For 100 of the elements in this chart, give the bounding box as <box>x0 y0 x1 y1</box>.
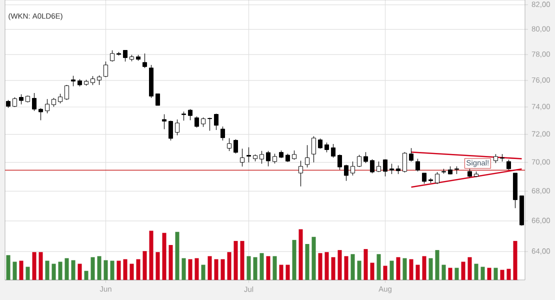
bar <box>506 268 511 280</box>
bar <box>45 260 50 280</box>
candlestick <box>311 136 316 163</box>
bar <box>84 270 88 280</box>
bar <box>38 252 43 280</box>
candlestick <box>370 158 375 174</box>
bar <box>324 252 329 280</box>
bar <box>370 262 374 280</box>
bar <box>350 254 355 280</box>
candlestick <box>142 53 148 68</box>
bar <box>156 252 160 280</box>
bar <box>428 258 433 280</box>
bar <box>390 260 394 280</box>
bar <box>272 256 277 280</box>
candlestick <box>174 119 180 136</box>
bar <box>188 259 192 280</box>
candlestick <box>337 154 342 170</box>
candlestick <box>246 146 252 163</box>
candlestick <box>96 75 102 86</box>
bar <box>416 264 420 280</box>
candlestick <box>350 161 356 176</box>
candlestick <box>324 142 330 153</box>
candlestick <box>382 158 388 177</box>
bar <box>487 268 492 280</box>
bar <box>422 256 426 280</box>
candlestick <box>434 172 440 184</box>
bar <box>338 250 342 280</box>
candlestick <box>194 116 200 128</box>
bar <box>19 260 24 280</box>
bar <box>409 259 414 280</box>
candlestick <box>422 172 427 184</box>
candlestick <box>70 75 76 87</box>
bar <box>376 254 381 280</box>
bar <box>266 256 270 280</box>
bar <box>500 270 504 280</box>
bar <box>110 260 114 280</box>
bar <box>448 268 452 280</box>
candlestick <box>214 113 219 130</box>
bar <box>58 262 62 280</box>
candlestick <box>344 164 349 182</box>
candlestick <box>38 108 44 121</box>
bar <box>305 244 310 280</box>
bar <box>253 257 258 280</box>
candlestick <box>162 114 167 130</box>
candlestick <box>200 117 206 128</box>
bar <box>162 232 166 280</box>
candlestick <box>259 150 264 164</box>
candlestick <box>19 94 24 105</box>
bar <box>402 258 407 280</box>
candlestick <box>103 61 108 78</box>
bar <box>194 258 199 280</box>
candlestick <box>226 138 232 152</box>
candlestick <box>90 76 96 86</box>
bar <box>6 255 10 280</box>
bar <box>175 232 180 280</box>
candlestick <box>44 98 50 114</box>
candlestick <box>266 150 271 167</box>
bar <box>90 257 95 280</box>
bar <box>130 264 134 280</box>
candlestick <box>155 93 160 106</box>
bar <box>182 258 186 280</box>
candlestick <box>363 152 368 164</box>
bar <box>52 264 56 280</box>
bar <box>468 257 472 280</box>
bar <box>240 240 244 280</box>
candlestick <box>32 92 37 112</box>
bar <box>357 260 362 280</box>
bar <box>64 258 69 280</box>
bar <box>383 266 388 280</box>
bar <box>142 251 147 280</box>
bar <box>331 257 336 280</box>
candlestick <box>188 108 193 121</box>
candlestick <box>220 126 226 141</box>
candlestick <box>168 120 174 141</box>
bar <box>26 266 30 280</box>
candlestick <box>356 154 362 168</box>
bar <box>292 240 296 280</box>
bar <box>214 259 218 280</box>
bar <box>201 264 206 280</box>
bar <box>260 253 264 280</box>
bar <box>494 268 498 280</box>
bar <box>279 264 284 280</box>
bar <box>312 236 316 280</box>
bar <box>454 268 459 280</box>
bar <box>168 245 173 280</box>
candlestick <box>389 163 394 174</box>
bar <box>513 240 518 280</box>
candlestick <box>64 84 70 100</box>
bar <box>286 264 290 280</box>
bar <box>104 260 108 280</box>
bar <box>435 250 440 280</box>
bar <box>318 253 322 280</box>
candlestick <box>240 148 245 167</box>
candlestick <box>272 153 278 164</box>
bar <box>123 259 128 280</box>
candlestick <box>304 144 310 168</box>
candlestick <box>207 117 212 132</box>
bar <box>78 264 82 280</box>
candlestick <box>12 96 18 108</box>
candlestick <box>122 50 128 62</box>
